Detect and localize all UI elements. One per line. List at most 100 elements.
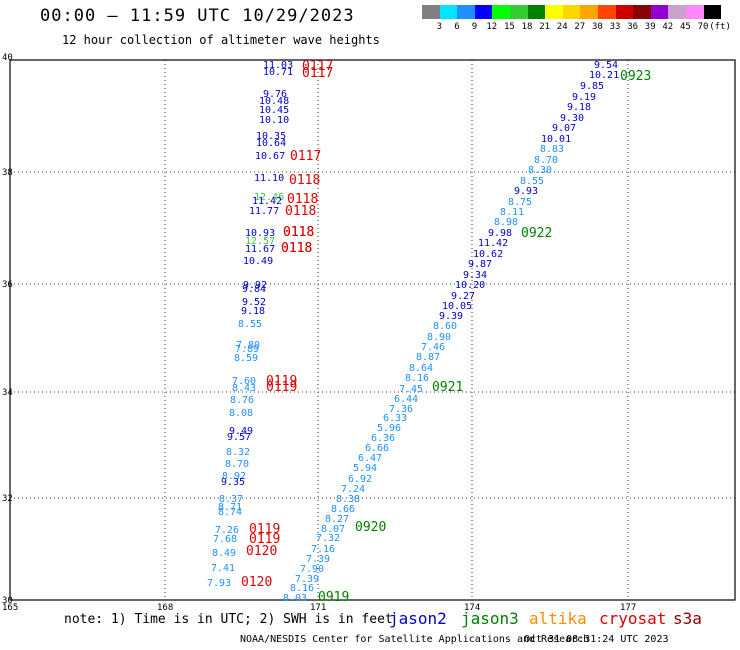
scale-label: 6 [454,22,460,32]
swh-value-west: 10.93 [245,228,275,239]
swh-value-east: 9.30 [560,113,584,124]
swh-value-east: 8.07 [321,524,345,535]
swh-value-east: 6.92 [348,474,372,485]
swh-value-west: 7.68 [213,534,237,545]
lat-label: 36 [2,280,13,290]
swh-value-west: 12.57 [245,236,275,247]
swh-value-west: 8.71 [218,502,242,513]
scale-label: 15 [504,22,515,32]
pass-time-label: 0117 [302,66,333,81]
pass-time-label: 0119 [266,380,297,395]
swh-value-west: 11.03 [263,60,293,71]
scale-label: 33 [609,22,621,32]
swh-value-east: 9.18 [567,102,591,113]
swh-value-east: 10.01 [541,134,571,145]
scale-swatch [457,5,475,19]
swh-value-west: 9.57 [227,432,251,443]
swh-value-west: 9.52 [242,297,266,308]
swh-value-east: 9.87 [468,259,492,270]
scale-swatch [545,5,563,19]
swh-value-west: 10.35 [256,131,286,142]
scale-swatch [650,5,669,19]
swh-value-east: 9.85 [580,81,604,92]
scale-swatch [598,5,616,19]
swh-value-west: 7.26 [215,525,239,536]
swh-value-west: 7.41 [211,563,235,574]
swh-value-east: 8.55 [520,176,544,187]
lat-label: 32 [2,494,13,504]
swh-value-west: 11.77 [249,206,279,217]
swh-value-west: 9.18 [241,306,265,317]
lon-label: 171 [310,603,326,613]
pass-time-label: 0118 [285,204,316,219]
swh-value-east: 7.90 [300,564,324,575]
swh-value-east: 7.45 [399,384,423,395]
swh-value-east: 7.24 [341,484,365,495]
scale-label: 42 [662,22,674,32]
swh-value-east: 8.38 [336,494,360,505]
scale-label: 70 [697,22,709,32]
swh-value-west: 8.59 [234,353,258,364]
swh-value-east: 7.39 [295,574,319,585]
swh-value-east: 8.11 [500,207,524,218]
swh-value-east: 8.70 [534,155,558,166]
swh-value-west: 11.10 [254,173,284,184]
scale-label: 3 [436,22,443,32]
pass-time-label: 0119 [249,522,280,537]
pass-time-label: 0922 [521,226,552,241]
lon-label: 177 [620,603,636,613]
pass-time-label: 0923 [620,69,651,84]
swh-value-east: 9.39 [439,311,463,322]
scale-swatch [633,5,651,19]
swh-value-west: 8.92 [222,471,246,482]
swh-value-west: 10.71 [263,67,293,78]
scale-swatch [703,5,722,19]
swh-value-east: 10.62 [473,249,503,260]
swh-value-east: 8.83 [540,144,564,155]
swh-value-west: 11.42 [252,196,282,207]
swh-value-east: 8.16 [405,373,429,384]
swh-value-west: 7.89 [235,344,259,355]
swh-value-west: 7.93 [207,578,231,589]
legend-s3a: s3a [673,609,702,628]
swh-value-east: 8.87 [416,352,440,363]
lat-label: 34 [2,388,13,398]
swh-value-west: 10.64 [256,138,286,149]
scale-swatch [422,5,440,19]
legend-jason3: jason3 [461,609,519,628]
pass-time-label: 0118 [281,241,312,256]
scale-label: 36 [627,22,639,32]
swh-value-east: 5.94 [353,463,377,474]
swh-value-east: 9.93 [514,186,538,197]
swh-value-east: 8.64 [409,363,433,374]
scale-swatch [510,5,528,19]
scale-label: 45 [680,22,691,32]
swh-value-west: 8.32 [226,447,250,458]
swh-value-west: 10.67 [255,151,285,162]
swh-value-east: 8.16 [290,583,314,594]
scale-label: 9 [471,22,478,32]
swh-value-west: 8.76 [230,395,254,406]
scale-label: 12 [486,22,498,32]
pass-time-label: 0921 [432,380,463,395]
scale-swatch [562,5,581,19]
pass-time-label: 0118 [281,241,312,256]
swh-value-west: 8.37 [219,494,243,505]
pass-time-label: 0119 [266,374,297,389]
lon-label: 165 [2,603,18,613]
pass-time-label: 0119 [249,532,280,547]
scale-swatch [474,5,493,19]
scale-label: 18 [521,22,533,32]
swh-value-east: 9.54 [594,60,618,71]
swh-value-east: 9.27 [451,291,475,302]
scale-label: 39 [644,22,656,32]
swh-value-east: 7.16 [311,544,335,555]
swh-value-west: 7.80 [236,340,260,351]
swh-value-east: 9.19 [572,92,596,103]
scale-swatch [439,5,458,19]
swh-value-west: 10.48 [259,96,289,107]
swh-value-east: 8.75 [508,197,532,208]
pass-time-label: 0117 [290,149,321,164]
swh-value-east: 9.34 [463,270,487,281]
pass-time-label: 0118 [283,225,314,240]
